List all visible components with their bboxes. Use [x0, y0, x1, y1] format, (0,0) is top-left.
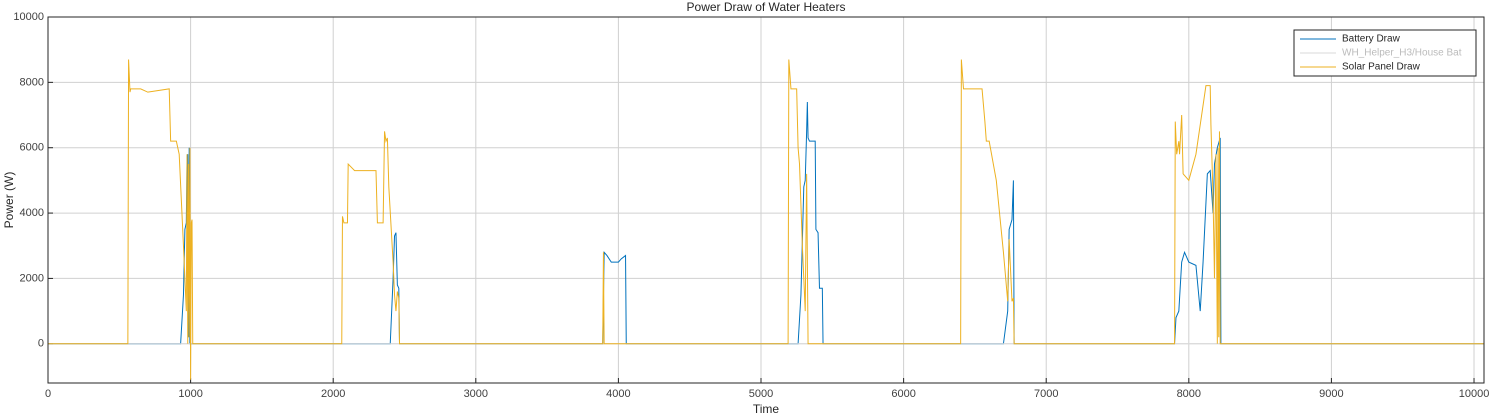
y-tick-label: 8000: [20, 76, 44, 88]
x-tick-label: 4000: [606, 388, 630, 400]
x-tick-label: 6000: [891, 388, 915, 400]
series-line: [48, 59, 1484, 380]
x-tick-label: 9000: [1319, 388, 1343, 400]
chart-title: Power Draw of Water Heaters: [687, 0, 846, 14]
y-tick-label: 0: [38, 338, 44, 350]
x-tick-label: 3000: [464, 388, 488, 400]
plot-frame: [47, 16, 1485, 384]
x-tick-label: 1000: [178, 388, 202, 400]
legend-label: WH_Helper_H3/House Bat: [1342, 48, 1462, 59]
y-tick-label: 6000: [20, 142, 44, 154]
legend-label: Solar Panel Draw: [1342, 62, 1421, 73]
x-tick-label: 8000: [1177, 388, 1201, 400]
x-tick-label: 0: [45, 388, 51, 400]
y-tick-label: 4000: [20, 207, 44, 219]
x-tick-label: 5000: [749, 388, 773, 400]
x-axis-label: Time: [753, 402, 780, 416]
x-tick-label: 2000: [321, 388, 345, 400]
x-tick-label: 10000: [1459, 388, 1490, 400]
legend-label: Battery Draw: [1342, 34, 1401, 45]
x-tick-label: 7000: [1034, 388, 1058, 400]
y-tick-label: 10000: [13, 11, 44, 23]
y-axis-label: Power (W): [2, 172, 16, 229]
plot-area: [48, 17, 1484, 383]
y-tick-label: 2000: [20, 272, 44, 284]
